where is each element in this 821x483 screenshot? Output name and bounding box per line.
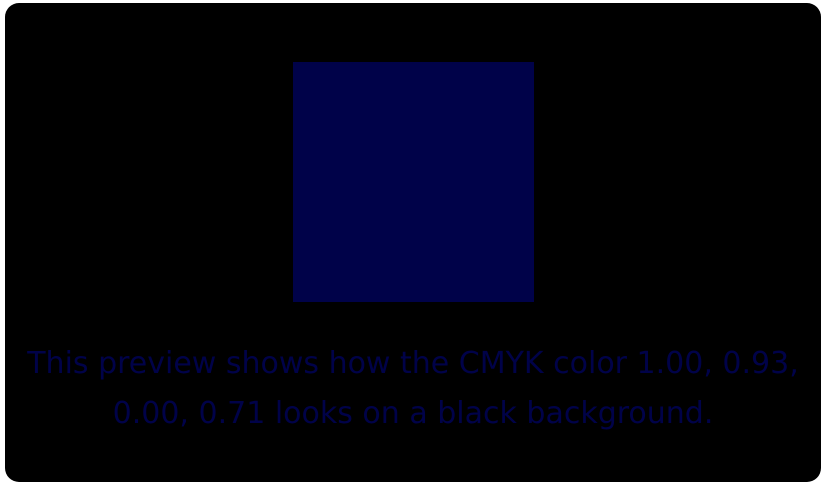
color-preview-card: This preview shows how the CMYK color 1.… bbox=[5, 3, 821, 482]
preview-caption: This preview shows how the CMYK color 1.… bbox=[27, 346, 799, 431]
color-swatch bbox=[293, 62, 534, 302]
